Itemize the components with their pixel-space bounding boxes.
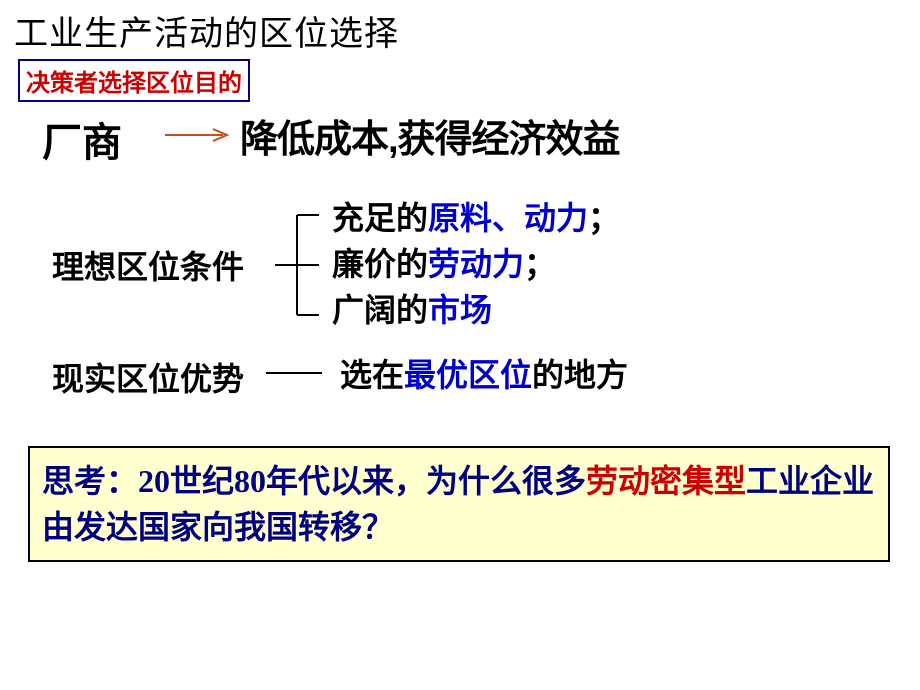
keyword: 原料、动力 [428,200,588,236]
ideal-lines: 充足的原料、动力； 廉价的劳动力； 广阔的市场 [332,195,620,333]
text: 的地方 [532,357,628,393]
text: ； [588,200,620,236]
text: ； [524,246,556,282]
keyword: 最优区位 [404,357,532,393]
subtitle-box: 决策者选择区位目的 [18,59,250,102]
page-title: 工业生产活动的区位选择 [0,0,920,55]
bracket-icon [275,205,321,325]
real-value: 选在最优区位的地方 [340,350,628,396]
vendor-label: 厂商 [42,110,122,168]
keyword: 劳动力 [428,246,524,282]
ideal-label: 理想区位条件 [52,242,244,288]
ideal-line-2: 廉价的劳动力； [332,241,620,287]
keyword: 市场 [428,292,492,328]
text: 充足的 [332,200,428,236]
text: 选在 [340,357,404,393]
real-label: 现实区位优势 [52,354,244,400]
ideal-line-1: 充足的原料、动力； [332,195,620,241]
arrow-icon [165,128,235,142]
ideal-line-3: 广阔的市场 [332,287,620,333]
text: 廉价的 [332,246,428,282]
benefit-text: 降低成本,获得经济效益 [240,108,620,163]
connector-line-icon [266,372,322,374]
keyword: 劳动密集型 [586,463,746,499]
text: 思考：20世纪80年代以来，为什么很多 [42,463,586,499]
text: 广阔的 [332,292,428,328]
think-question-box: 思考：20世纪80年代以来，为什么很多劳动密集型工业企业由发达国家向我国转移？ [28,446,890,562]
